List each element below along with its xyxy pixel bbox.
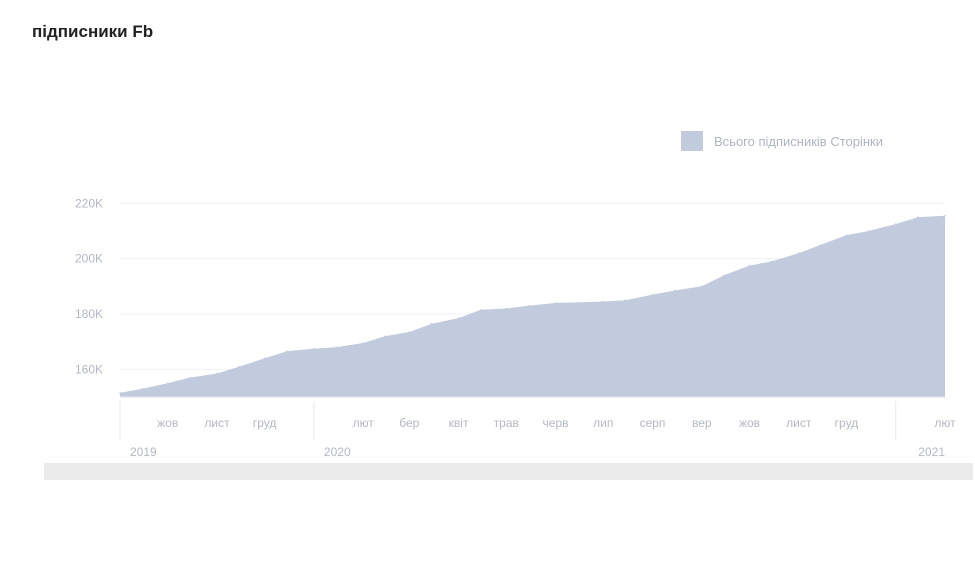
legend-swatch	[681, 131, 703, 151]
data-point	[408, 331, 411, 333]
x-tick-label: лют	[353, 416, 375, 430]
page-title: підписники Fb	[32, 22, 154, 41]
year-label: 2020	[324, 445, 351, 459]
data-point	[917, 216, 919, 218]
data-point	[263, 357, 266, 360]
data-point	[141, 387, 144, 390]
data-point	[820, 244, 822, 246]
data-point	[624, 299, 627, 301]
data-point	[602, 300, 605, 303]
data-point	[797, 252, 800, 254]
data-point	[527, 304, 530, 307]
data-point	[430, 322, 433, 325]
data-point	[748, 264, 751, 267]
data-point	[867, 230, 870, 232]
data-point	[216, 372, 218, 375]
data-point	[166, 382, 169, 384]
x-tick-label: серп	[640, 416, 666, 430]
y-tick-label: 160K	[75, 362, 103, 376]
data-point	[505, 307, 508, 310]
data-point	[845, 234, 848, 236]
data-point	[673, 289, 676, 292]
data-point	[189, 376, 191, 379]
series-area	[120, 215, 945, 397]
horizontal-scrollbar[interactable]	[44, 463, 973, 480]
area-chart: 160K 180K 200K 220K жов лист груд лют бер квіт тра…	[75, 196, 956, 459]
data-point	[770, 260, 773, 263]
data-point	[894, 223, 897, 225]
x-tick-label: черв	[543, 416, 569, 430]
data-point	[700, 285, 703, 288]
x-tick-label: груд	[253, 416, 277, 430]
y-tick-label: 180K	[75, 307, 103, 321]
legend-label: Всього підписників Сторінки	[714, 133, 883, 149]
y-tick-label: 200K	[75, 252, 103, 266]
chart-legend: Всього підписників Сторінки	[681, 131, 883, 151]
data-point	[944, 214, 946, 217]
data-point	[238, 365, 241, 368]
x-tick-label: лист	[204, 416, 230, 430]
data-point	[119, 392, 121, 394]
x-tick-label: трав	[494, 416, 519, 430]
data-point	[577, 301, 579, 304]
x-tick-label: жов	[157, 416, 178, 430]
year-label: 2019	[130, 445, 157, 459]
x-tick-label: бер	[399, 416, 419, 430]
data-point	[362, 342, 365, 344]
data-point	[286, 350, 288, 353]
data-point	[335, 346, 337, 348]
data-point	[457, 317, 460, 319]
x-tick-label: вер	[692, 416, 712, 430]
x-tick-label: лист	[786, 416, 812, 430]
y-tick-label: 220K	[75, 196, 103, 210]
data-point	[480, 309, 482, 311]
x-tick-label: квіт	[449, 416, 469, 430]
x-tick-label: лип	[593, 416, 613, 430]
year-label: 2021	[918, 445, 945, 459]
data-point	[313, 347, 315, 350]
chart-container: 160K 180K 200K 220K жов лист груд лют бер квіт тра…	[75, 196, 956, 459]
data-point	[723, 274, 725, 277]
data-point	[384, 335, 387, 337]
x-tick-label: жов	[739, 416, 760, 430]
x-tick-label: лют	[934, 416, 956, 430]
data-point	[651, 293, 654, 296]
data-point	[554, 302, 557, 304]
x-tick-label: груд	[835, 416, 859, 430]
